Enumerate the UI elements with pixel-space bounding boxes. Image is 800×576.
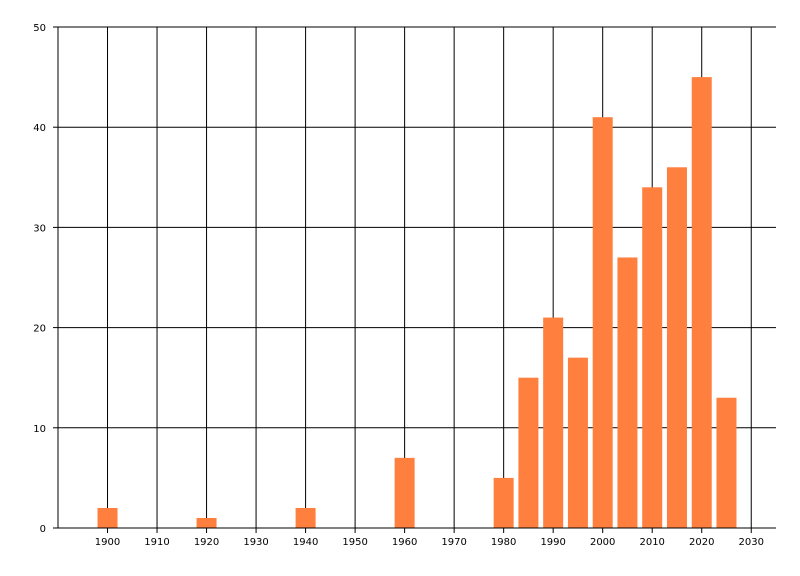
x-tick-label: 2010 <box>639 537 664 548</box>
y-tick-label: 20 <box>33 324 46 335</box>
bar <box>543 317 564 528</box>
bar <box>567 357 588 528</box>
x-tick-label: 2030 <box>739 537 764 548</box>
x-tick-label: 1930 <box>243 537 268 548</box>
x-tick-label: 1990 <box>540 537 565 548</box>
y-tick-label: 50 <box>33 23 46 34</box>
bar <box>617 257 638 528</box>
x-axis-ticks: 1900 1910 1920 1930 1940 1950 1960 1970 1980 1990… <box>95 528 764 548</box>
bar <box>518 377 539 528</box>
axes <box>57 27 776 529</box>
bar <box>493 477 514 528</box>
x-tick-label: 1940 <box>293 537 318 548</box>
x-tick-label: 1910 <box>144 537 169 548</box>
y-tick-label: 30 <box>33 223 46 234</box>
x-tick-label: 1960 <box>392 537 417 548</box>
bar <box>394 457 415 528</box>
bar <box>196 517 217 528</box>
x-tick-label: 2020 <box>689 537 714 548</box>
y-tick-label: 10 <box>33 424 46 435</box>
y-tick-label: 0 <box>40 524 46 535</box>
bar <box>716 397 737 528</box>
x-tick-label: 1980 <box>491 537 516 548</box>
bar <box>666 167 687 528</box>
bars <box>97 77 737 529</box>
bar <box>592 117 613 529</box>
x-tick-label: 1950 <box>342 537 367 548</box>
x-tick-label: 1900 <box>95 537 120 548</box>
x-tick-label: 2000 <box>590 537 615 548</box>
bar <box>691 77 712 528</box>
y-axis-ticks: 0 10 20 30 40 50 <box>33 23 58 535</box>
y-tick-label: 40 <box>33 123 46 134</box>
bar <box>642 187 663 528</box>
bar <box>97 507 118 528</box>
x-tick-label: 1920 <box>194 537 219 548</box>
bar <box>295 507 316 528</box>
x-tick-label: 1970 <box>441 537 466 548</box>
